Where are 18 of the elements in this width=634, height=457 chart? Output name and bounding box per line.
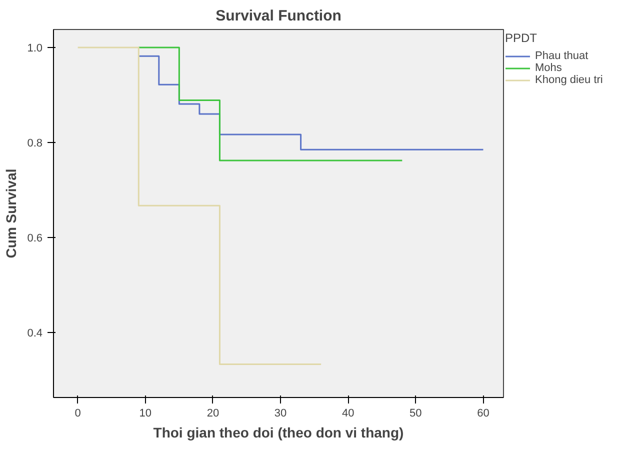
x-tick-label: 40 <box>342 408 354 420</box>
x-tick-label: 20 <box>206 408 220 420</box>
legend-label: Mohs <box>535 62 562 74</box>
legend-label: Khong dieu tri <box>535 74 603 86</box>
x-tick-label: 0 <box>74 408 81 420</box>
y-tick-label: 0.4 <box>27 327 43 340</box>
x-axis-title: Thoi gian theo doi (theo don vi thang) <box>153 424 404 440</box>
legend-title: PPDT <box>505 31 538 45</box>
chart-title: Survival Function <box>216 8 342 24</box>
y-tick-label: 0.6 <box>27 232 43 244</box>
x-tick-label: 60 <box>477 408 490 420</box>
x-tick-label: 50 <box>410 408 422 420</box>
x-tick-label: 30 <box>274 408 287 420</box>
x-tick-label: 10 <box>139 408 152 420</box>
legend-label: Phau thuat <box>535 50 588 62</box>
y-axis-title: Cum Survival <box>3 168 20 258</box>
y-tick-label: 1.0 <box>27 42 43 55</box>
y-tick-label: 0.8 <box>27 138 43 150</box>
